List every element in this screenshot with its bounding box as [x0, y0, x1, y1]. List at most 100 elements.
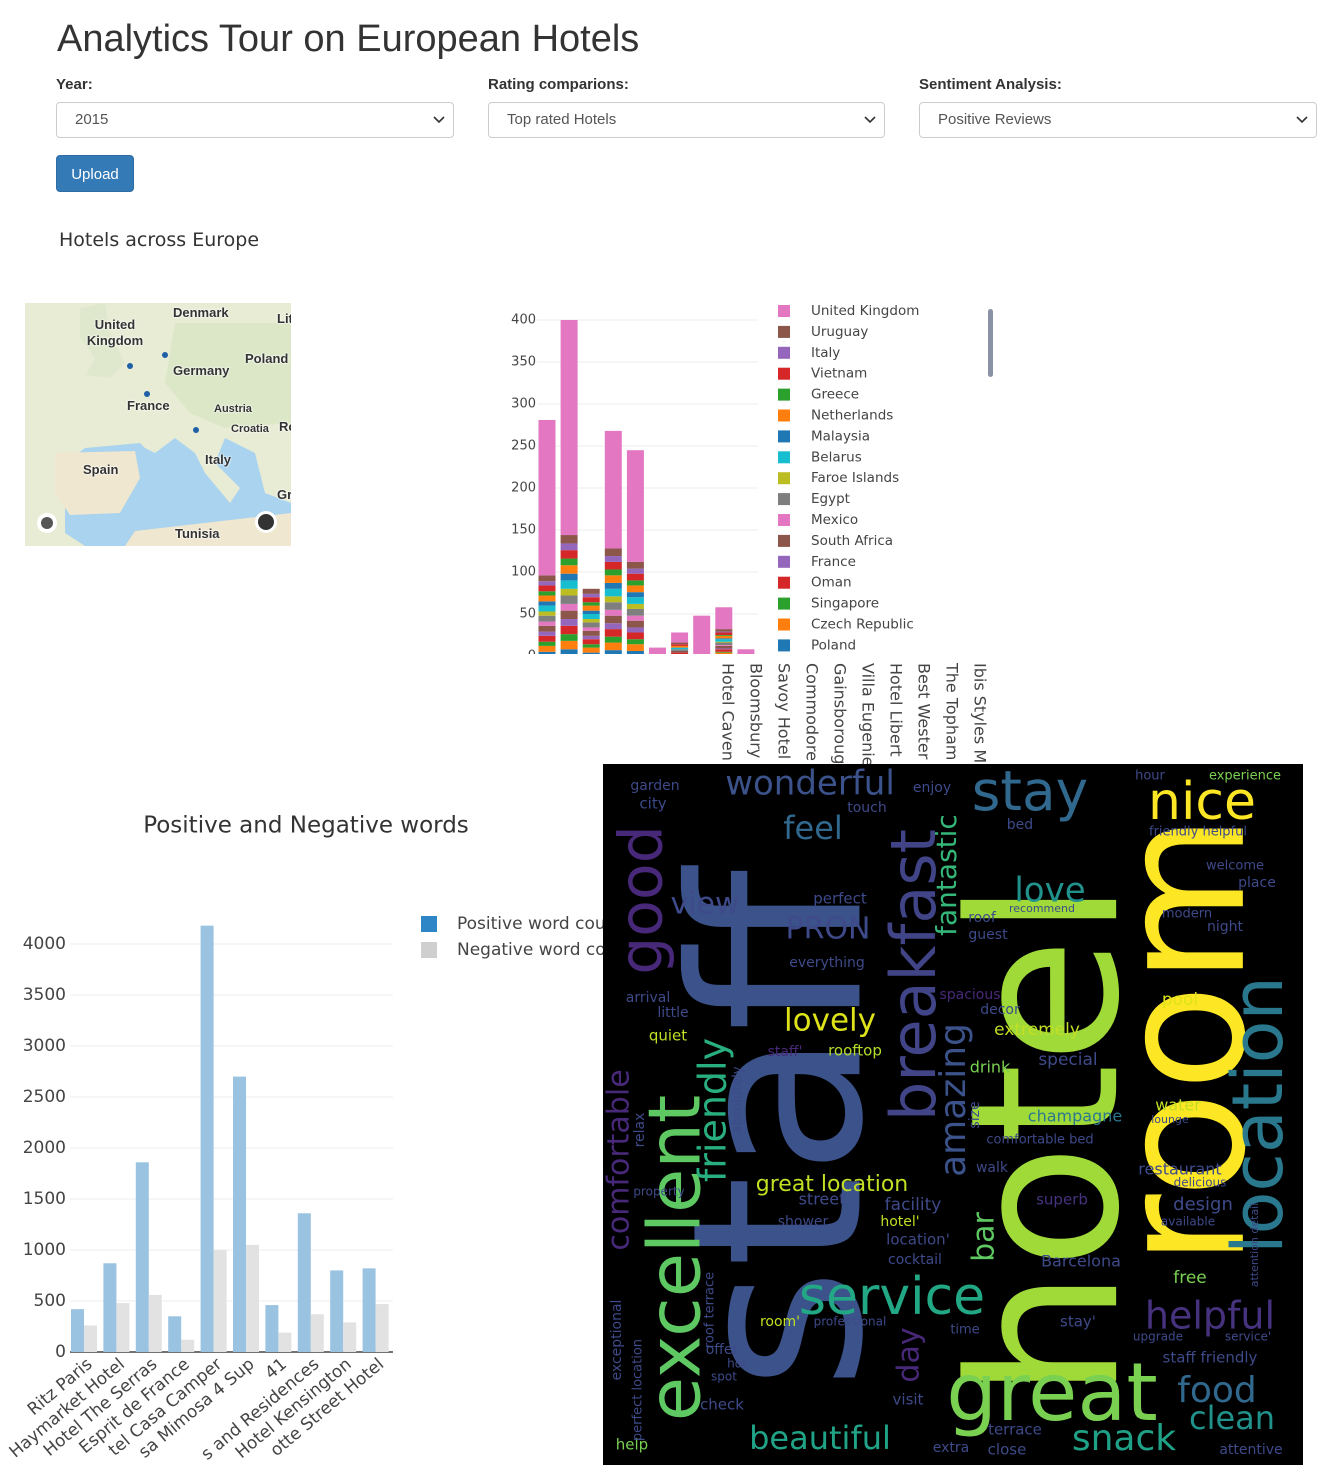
bar-segment — [604, 623, 622, 630]
bar-segment — [671, 650, 689, 653]
chevron — [1296, 116, 1308, 124]
bar — [246, 1244, 259, 1352]
map[interactable]: Denmark United Kingdom Lit Poland German… — [25, 303, 291, 546]
word: hour — [1135, 769, 1165, 784]
legend-swatch — [778, 346, 790, 359]
bar — [103, 1263, 117, 1352]
word: facility — [885, 1195, 942, 1215]
bar-segment — [626, 650, 644, 654]
bar — [375, 1304, 389, 1352]
bar-segment — [671, 644, 689, 646]
bar-segment — [538, 641, 556, 646]
select-rating[interactable]: Top rated Hotels — [488, 102, 885, 138]
bar — [297, 1213, 311, 1352]
x-tick-label: Hotel Caven — [719, 663, 738, 761]
legend-swatch — [778, 305, 790, 317]
legend-label: Faroe Islands — [811, 470, 899, 486]
y-tick-label: 250 — [511, 439, 536, 454]
bar-segment — [604, 609, 622, 616]
word: breakfast — [877, 829, 950, 1121]
bar-segment — [649, 647, 666, 654]
word: stay — [972, 759, 1088, 823]
word: friendly helpful — [1149, 825, 1247, 840]
x-tick-label: Bloomsbury — [747, 663, 766, 758]
bar-segment — [626, 615, 644, 621]
bar-segment — [560, 320, 578, 536]
word: extremely — [994, 1020, 1080, 1040]
y-tick-label: 300 — [511, 397, 536, 412]
word: Barcelona — [1041, 1252, 1121, 1271]
legend-label: Netherlands — [811, 408, 893, 424]
bar-segment — [604, 575, 622, 583]
legend-label: Singapore — [811, 596, 879, 612]
bar-segment — [626, 627, 644, 633]
word: check — [700, 1396, 744, 1414]
y-tick-label: 200 — [511, 481, 536, 496]
bar-segment — [626, 585, 644, 593]
legend-swatch — [778, 388, 790, 401]
bar-segment — [604, 615, 622, 624]
bar-segment — [582, 644, 600, 648]
bar-segment — [560, 535, 578, 544]
bar-segment — [604, 582, 622, 589]
legend-swatch — [778, 555, 790, 568]
word: great location — [756, 1172, 908, 1197]
legend-swatch — [421, 942, 437, 958]
bar-segment — [671, 642, 689, 645]
word: quiet — [649, 1027, 687, 1045]
word: view — [670, 887, 739, 922]
bar-segment — [560, 580, 578, 589]
map-label: Germany — [173, 363, 230, 378]
legend-label: Mexico — [811, 512, 858, 528]
x-tick-label: tel Casa Camper — [105, 1354, 226, 1460]
bar-segment — [737, 649, 755, 654]
word: clean — [1189, 1399, 1275, 1437]
bar-segment — [715, 649, 733, 652]
bar-segment — [582, 602, 600, 606]
bar-segment — [626, 620, 644, 628]
word: staff friendly — [1163, 1349, 1258, 1367]
select-year[interactable]: 2015 — [56, 102, 454, 138]
bar-segment — [671, 652, 689, 654]
legend-swatch — [778, 493, 790, 506]
word: little — [657, 1005, 688, 1021]
word: pool — [1162, 990, 1198, 1010]
bar-segment — [538, 585, 556, 592]
word: city — [639, 795, 666, 813]
x-tick-label: Gainsboroug — [831, 663, 850, 764]
bar-segment — [582, 610, 600, 614]
word: walk — [976, 1160, 1009, 1176]
bar — [84, 1325, 97, 1352]
word: restaurant — [1138, 1160, 1221, 1179]
legend-label: Italy — [811, 345, 840, 361]
bar-segment — [715, 651, 733, 653]
bar-segment — [604, 561, 622, 570]
bar — [71, 1309, 84, 1352]
bar-segment — [582, 614, 600, 620]
word: property — [633, 1185, 684, 1199]
bar-segment — [604, 556, 622, 562]
bar-segment — [715, 645, 733, 646]
wordcloud-background — [603, 764, 1303, 1465]
word: cocktail — [888, 1252, 942, 1268]
chevron — [864, 116, 876, 124]
bar — [362, 1268, 376, 1352]
x-tick-label: otte Street Hotel — [267, 1354, 388, 1460]
bar-segment — [560, 610, 578, 620]
x-tick-label: Hotel The Serras — [40, 1354, 161, 1460]
bar-segment — [715, 655, 732, 656]
map-land — [25, 303, 291, 546]
bar-segment — [626, 603, 644, 609]
bar-segment — [538, 601, 556, 606]
x-tick-label: Commodore — [803, 663, 822, 761]
legend-label: Negative word co — [457, 940, 606, 960]
map-label: Ro — [279, 419, 291, 434]
y-tick-label: 150 — [511, 523, 536, 538]
word: modern — [1162, 907, 1212, 922]
word: day — [892, 1327, 927, 1382]
map-label: United Kingdom — [86, 317, 144, 348]
upload-button[interactable]: Upload — [56, 155, 134, 192]
bar — [343, 1322, 357, 1352]
bar-segment — [626, 450, 644, 562]
select-sentiment[interactable]: Positive Reviews — [919, 102, 1317, 138]
